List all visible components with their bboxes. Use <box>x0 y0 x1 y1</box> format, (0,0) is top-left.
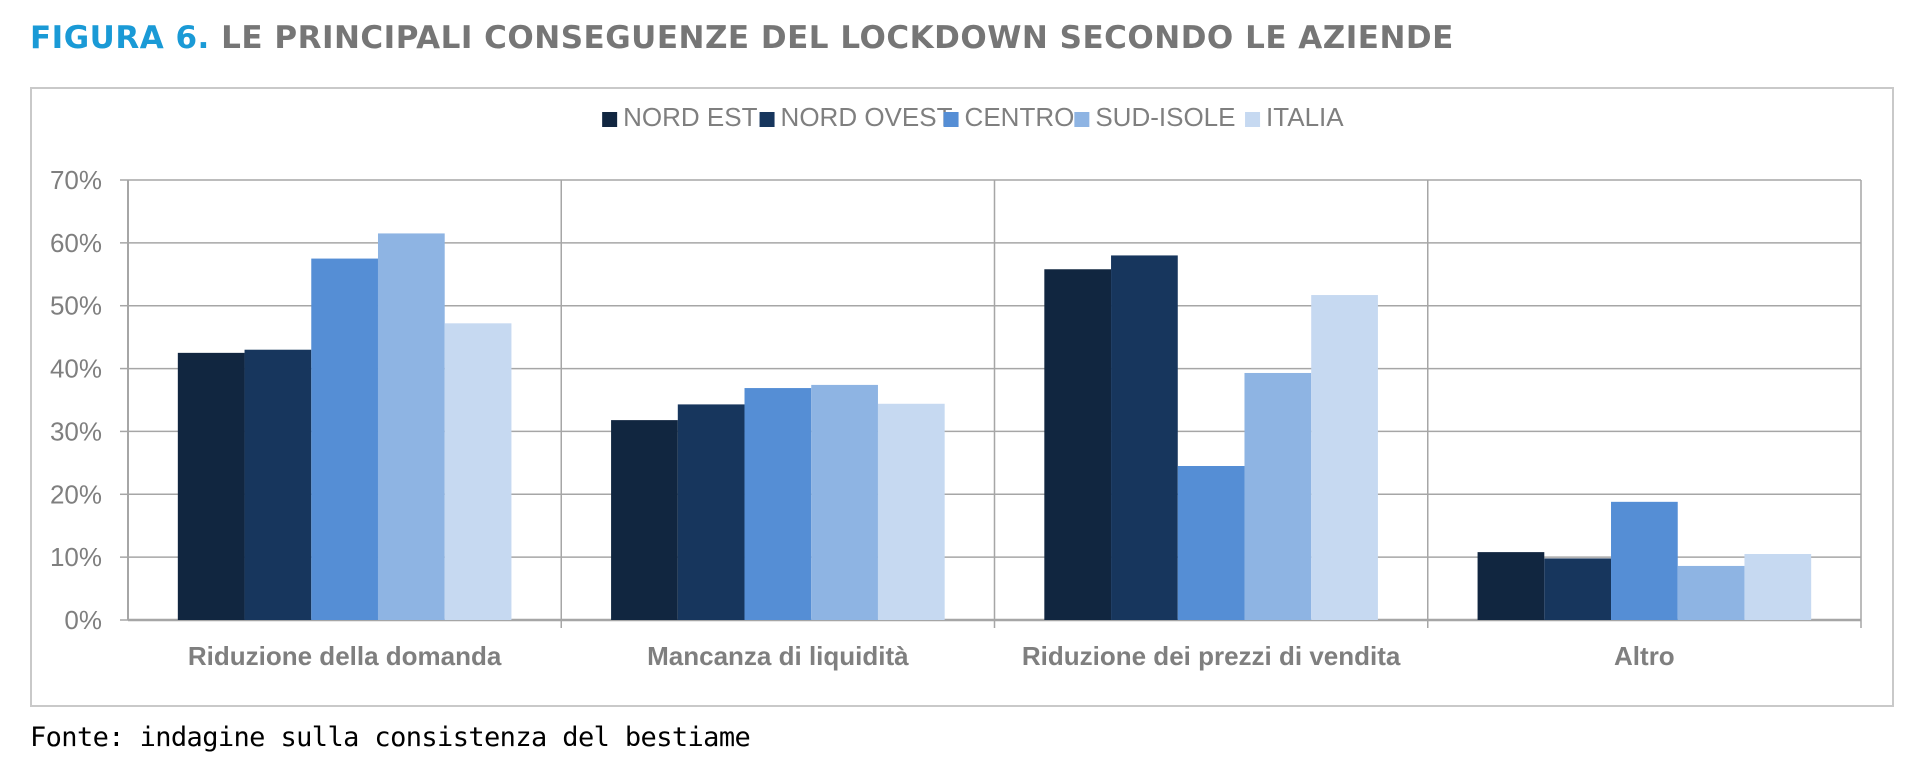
legend-swatch <box>1245 112 1261 127</box>
bar-nord-ovest <box>677 404 745 620</box>
legend-label: ITALIA <box>1266 102 1344 132</box>
chart-frame <box>30 87 1894 707</box>
bar-nord-est <box>611 420 678 620</box>
bar-nord-ovest <box>1111 255 1178 620</box>
bar-nord-est <box>177 352 245 620</box>
bar-italia <box>444 323 512 620</box>
figure-title: FIGURA 6. LE PRINCIPALI CONSEGUENZE DEL … <box>30 20 1454 56</box>
figure-title-text: LE PRINCIPALI CONSEGUENZE DEL LOCKDOWN S… <box>221 20 1454 56</box>
bar-sud-isole <box>1244 372 1312 620</box>
bar-centro <box>1177 466 1245 620</box>
bar-sud-isole <box>1677 565 1745 620</box>
bar-centro <box>311 258 378 620</box>
category-label: Altro <box>1614 641 1675 671</box>
bar-centro <box>1611 501 1678 620</box>
bar-italia <box>877 403 945 620</box>
y-tick-label: 50% <box>50 291 102 321</box>
bar-nord-ovest <box>1544 558 1612 620</box>
bar-nord-est <box>1477 552 1545 620</box>
source-note: Fonte: indagine sulla consistenza del be… <box>30 722 751 753</box>
bar-nord-ovest <box>244 349 312 620</box>
legend-label: NORD OVEST <box>781 102 953 132</box>
y-tick-label: 20% <box>50 479 102 509</box>
category-label: Mancanza di liquidità <box>647 641 909 671</box>
category-label: Riduzione dei prezzi di vendita <box>1022 641 1401 671</box>
y-tick-label: 70% <box>50 165 102 195</box>
y-tick-label: 40% <box>50 354 102 384</box>
bar-sud-isole <box>811 384 878 620</box>
y-tick-label: 10% <box>50 542 102 572</box>
figure-label: FIGURA 6. <box>30 20 210 56</box>
bar-italia <box>1311 295 1378 620</box>
legend-label: CENTRO <box>965 102 1075 132</box>
legend-label: NORD EST <box>623 102 757 132</box>
y-tick-label: 60% <box>50 228 102 258</box>
bar-italia <box>1744 554 1812 620</box>
bar-centro <box>744 388 812 620</box>
category-label: Riduzione della domanda <box>188 641 502 671</box>
legend-swatch <box>602 112 618 127</box>
y-tick-label: 0% <box>64 605 102 635</box>
legend-swatch <box>1074 112 1090 127</box>
bar-sud-isole <box>377 233 445 620</box>
y-tick-label: 30% <box>50 416 102 446</box>
bar-nord-est <box>1044 269 1112 620</box>
legend-swatch <box>759 112 775 127</box>
legend-label: SUD-ISOLE <box>1095 102 1235 132</box>
legend-swatch <box>943 112 959 127</box>
